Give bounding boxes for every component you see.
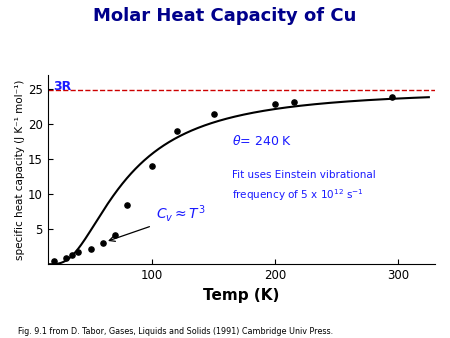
Point <box>99 241 107 246</box>
Text: $\theta$= 240 K: $\theta$= 240 K <box>232 134 292 148</box>
Point <box>68 252 76 258</box>
Text: 3R: 3R <box>54 80 72 93</box>
Point <box>63 255 70 261</box>
Point <box>148 164 156 169</box>
X-axis label: Temp (K): Temp (K) <box>203 288 279 303</box>
Point <box>112 232 119 238</box>
Text: Fit uses Einstein vibrational
frequency of 5 x 10$^{12}$ s$^{-1}$: Fit uses Einstein vibrational frequency … <box>232 170 376 202</box>
Point <box>124 202 131 208</box>
Text: Fig. 9.1 from D. Tabor, Gases, Liquids and Solids (1991) Cambridge Univ Press.: Fig. 9.1 from D. Tabor, Gases, Liquids a… <box>18 327 333 336</box>
Text: Molar Heat Capacity of Cu: Molar Heat Capacity of Cu <box>93 7 357 25</box>
Point <box>87 246 94 251</box>
Text: $C_v \approx T^3$: $C_v \approx T^3$ <box>156 203 205 224</box>
Y-axis label: specific heat capacity (J K⁻¹ mol⁻¹): specific heat capacity (J K⁻¹ mol⁻¹) <box>15 79 25 260</box>
Point <box>271 102 279 107</box>
Point <box>388 95 396 100</box>
Point <box>290 99 297 104</box>
Point <box>75 249 82 255</box>
Point <box>50 259 57 264</box>
Point <box>210 111 217 116</box>
Point <box>173 128 180 134</box>
